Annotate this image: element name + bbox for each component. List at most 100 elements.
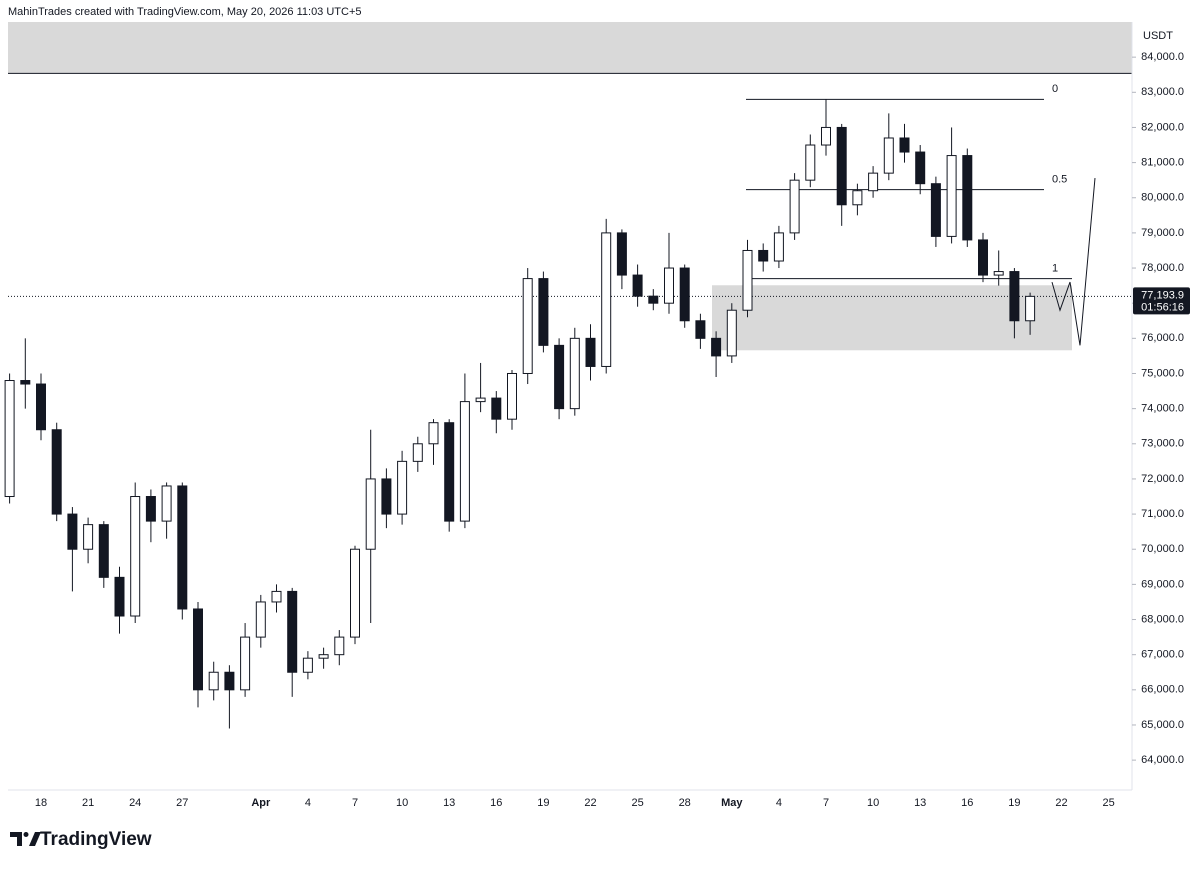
candle-body: [507, 372, 517, 420]
candle: [459, 373, 470, 529]
y-tick-label: 70,000.0: [1141, 543, 1184, 555]
candle: [632, 264, 643, 307]
candle: [993, 250, 1004, 286]
candle-body: [208, 671, 219, 691]
candle: [161, 482, 172, 539]
candle-body: [726, 309, 737, 357]
candle: [51, 422, 62, 522]
y-tick-label: 69,000.0: [1141, 578, 1184, 590]
candle: [145, 489, 156, 543]
y-tick-label: 68,000.0: [1141, 613, 1184, 625]
candle: [711, 331, 722, 378]
candle-body: [695, 320, 706, 339]
y-tick-label: 64,000.0: [1141, 754, 1184, 766]
candle: [397, 450, 408, 525]
logo-text: TradingView: [40, 829, 152, 850]
candle-body: [664, 267, 674, 304]
y-tick-label: 79,000.0: [1141, 227, 1184, 239]
candle-body: [334, 636, 345, 656]
candle-body: [318, 654, 329, 659]
candle-body: [522, 278, 533, 374]
candle-body: [491, 397, 502, 420]
candle: [648, 289, 659, 311]
candle: [758, 243, 769, 272]
candle: [883, 113, 894, 181]
candle-body: [1025, 295, 1036, 322]
y-tick-label: 72,000.0: [1141, 473, 1184, 485]
candle: [805, 134, 816, 188]
candle-body: [632, 274, 643, 297]
candle: [664, 232, 674, 314]
candle-body: [538, 278, 549, 346]
candle: [177, 482, 188, 620]
y-tick-label: 71,000.0: [1141, 508, 1184, 520]
candle-body: [365, 478, 376, 550]
candle-body: [4, 380, 15, 498]
x-tick-label: 21: [82, 797, 94, 809]
candle: [193, 601, 203, 708]
candle: [114, 566, 125, 634]
candle-body: [773, 232, 784, 262]
x-tick-label: 25: [1102, 797, 1114, 809]
candle-body: [145, 496, 156, 522]
candle-body: [978, 239, 988, 276]
candle: [1009, 268, 1020, 339]
candle-body: [601, 232, 612, 367]
candle: [616, 229, 627, 290]
y-tick-label: 74,000.0: [1141, 403, 1184, 415]
x-tick-label: 22: [584, 797, 596, 809]
candle-body: [852, 190, 863, 206]
candle: [930, 176, 941, 247]
x-tick-label: 19: [1008, 797, 1020, 809]
x-tick-label: 13: [443, 797, 455, 809]
candle: [4, 373, 15, 504]
candle: [255, 594, 266, 648]
candle: [679, 264, 690, 328]
candle-body: [836, 126, 847, 206]
candle: [773, 225, 784, 269]
candle-body: [805, 144, 816, 181]
x-tick-label: 19: [537, 797, 549, 809]
candle: [365, 429, 376, 624]
candle: [287, 587, 298, 697]
candle-body: [20, 380, 31, 385]
candle: [240, 623, 251, 697]
candle-body: [459, 401, 470, 522]
x-tick-label: 22: [1055, 797, 1067, 809]
candle: [20, 338, 31, 409]
candle: [475, 362, 486, 413]
price-tag: [1133, 287, 1190, 315]
candle: [350, 545, 360, 645]
zone: [8, 22, 1132, 74]
candle-body: [255, 601, 266, 638]
candle-body: [130, 496, 141, 617]
candle: [1025, 292, 1036, 335]
logo-icon: [10, 832, 41, 846]
candle: [334, 630, 345, 666]
x-tick-label: 10: [867, 797, 879, 809]
y-tick-label: 66,000.0: [1141, 684, 1184, 696]
candle: [742, 239, 753, 318]
candle-body: [915, 151, 926, 185]
price-tag-value: 77,193.9: [1141, 289, 1184, 301]
fib-label: 0: [1052, 83, 1058, 95]
candle-body: [868, 172, 879, 192]
y-tick-label: 80,000.0: [1141, 192, 1184, 204]
candle: [978, 232, 988, 283]
y-tick-label: 84,000.0: [1141, 51, 1184, 63]
candle-body: [946, 155, 957, 237]
candle: [491, 391, 502, 434]
candle: [224, 665, 235, 729]
candle-body: [412, 443, 423, 462]
candle: [868, 166, 879, 198]
x-tick-label: 16: [490, 797, 502, 809]
candle-body: [569, 337, 580, 410]
x-tick-label: 28: [679, 797, 691, 809]
x-tick-label: 4: [776, 797, 782, 809]
candle: [821, 99, 831, 156]
y-tick-label: 75,000.0: [1141, 367, 1184, 379]
candle: [946, 127, 957, 244]
candle-body: [83, 524, 94, 550]
